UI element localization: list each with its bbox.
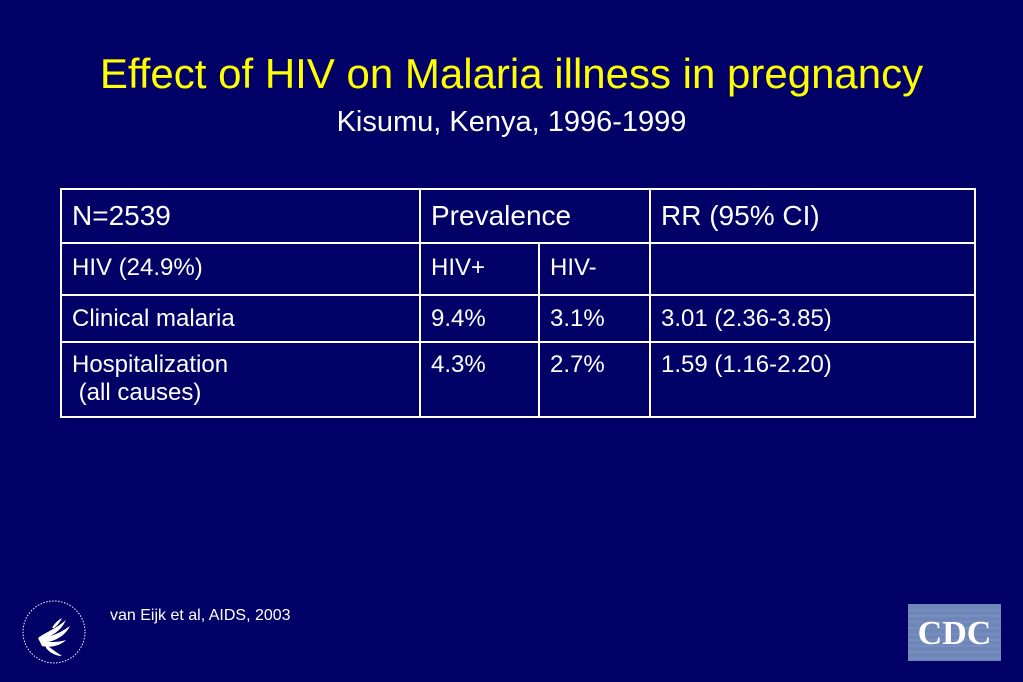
row-hiv-positive-cell: 4.3% [419, 341, 540, 418]
table-row: Hospitalization (all causes) 4.3% 2.7% 1… [60, 341, 976, 418]
subheader-cell-rr-empty [649, 242, 976, 296]
subheader-cell-hiv-negative: HIV- [538, 242, 651, 296]
hhs-eagle-seal-icon [22, 600, 86, 664]
slide-subtitle: Kisumu, Kenya, 1996-1999 [336, 106, 687, 138]
header-cell-n: N=2539 [60, 188, 421, 244]
citation: van Eijk et al, AIDS, 2003 [110, 607, 291, 624]
row-label-cell: Hospitalization (all causes) [60, 341, 421, 418]
row-hiv-negative-cell: 2.7% [538, 341, 651, 418]
subheader-cell-hiv-positive: HIV+ [419, 242, 540, 296]
row-rr-cell: 1.59 (1.16-2.20) [649, 341, 976, 418]
results-table: N=2539 Prevalence RR (95% CI) HIV (24.9%… [60, 188, 976, 418]
header-cell-rr: RR (95% CI) [649, 188, 976, 244]
slide-title: Effect of HIV on Malaria illness in preg… [99, 50, 924, 97]
row-label-line: (all causes) [72, 379, 202, 406]
row-hiv-negative-cell: 3.1% [538, 294, 651, 343]
row-rr-cell: 3.01 (2.36-3.85) [649, 294, 976, 343]
row-label-line: Hospitalization [72, 351, 229, 378]
table-header-row: N=2539 Prevalence RR (95% CI) [60, 188, 976, 244]
row-label-cell: Clinical malaria [60, 294, 421, 343]
row-label-line: Clinical malaria [72, 304, 235, 332]
table-subheader-row: HIV (24.9%) HIV+ HIV- [60, 242, 976, 296]
subheader-cell-hiv: HIV (24.9%) [60, 242, 421, 296]
cdc-logo: CDC [908, 604, 1001, 661]
table-row: Clinical malaria 9.4% 3.1% 3.01 (2.36-3.… [60, 294, 976, 343]
header-cell-prevalence: Prevalence [419, 188, 651, 244]
row-hiv-positive-cell: 9.4% [419, 294, 540, 343]
cdc-logo-text: CDC [918, 615, 992, 652]
